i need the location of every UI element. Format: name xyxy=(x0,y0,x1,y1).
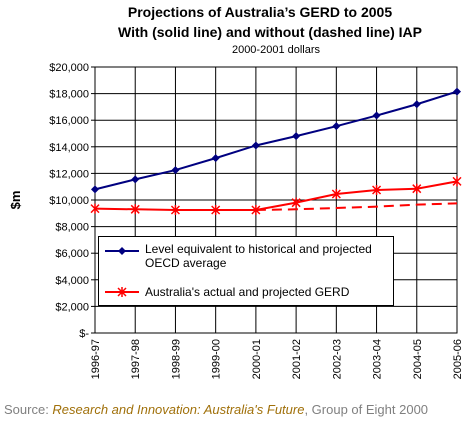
source-suffix: , Group of Eight 2000 xyxy=(304,402,429,417)
y-tick-label: $10,000 xyxy=(49,195,89,207)
x-tick-label: 2003-04 xyxy=(372,339,384,379)
y-tick-label: $14,000 xyxy=(49,142,89,154)
x-tick-label: 2002-03 xyxy=(331,339,343,379)
marker xyxy=(170,204,180,215)
y-tick-label: $12,000 xyxy=(49,168,89,180)
legend: Level equivalent to historical and proje… xyxy=(98,236,394,306)
legend-label: Australia's actual and projected GERD xyxy=(145,285,350,299)
marker xyxy=(90,203,100,214)
x-tick-label: 2005-06 xyxy=(452,339,464,379)
y-tick-label: $16,000 xyxy=(49,115,89,127)
y-tick-label: $2,000 xyxy=(55,301,89,313)
y-tick-label: $- xyxy=(79,328,89,340)
marker xyxy=(292,132,301,141)
chart-title: Projections of Australia’s GERD to 2005 xyxy=(128,4,392,20)
marker xyxy=(117,287,127,297)
source-prefix: Source: xyxy=(4,402,53,417)
marker xyxy=(412,100,421,109)
legend-key xyxy=(105,287,139,297)
marker xyxy=(331,189,341,200)
marker xyxy=(372,185,382,196)
series-line xyxy=(94,90,458,191)
y-tick-label: $4,000 xyxy=(55,275,89,287)
marker xyxy=(211,154,220,163)
y-tick-label: $18,000 xyxy=(49,89,89,101)
marker xyxy=(453,87,461,96)
marker xyxy=(332,122,341,131)
legend-label: Level equivalent to historical and proje… xyxy=(145,242,372,270)
x-tick-label: 1996-97 xyxy=(90,339,102,379)
y-tick-label: $20,000 xyxy=(49,62,89,74)
source: Source: Research and Innovation: Austral… xyxy=(4,402,428,417)
marker xyxy=(452,176,462,187)
x-tick-label: 2001-02 xyxy=(291,339,303,379)
marker xyxy=(171,166,180,175)
x-tick-label: 1997-98 xyxy=(130,339,142,379)
series-line xyxy=(94,180,458,211)
marker xyxy=(251,141,260,150)
marker xyxy=(130,204,140,215)
y-tick-label: $8,000 xyxy=(55,222,89,234)
series-line xyxy=(255,202,458,211)
y-tick-label: $6,000 xyxy=(55,248,89,260)
marker xyxy=(91,185,99,194)
marker xyxy=(118,247,126,255)
y-axis-label: $m xyxy=(8,191,23,210)
legend-key xyxy=(105,247,139,255)
x-tick-label: 1998-99 xyxy=(170,339,182,379)
marker xyxy=(131,175,140,184)
chart-note: 2000-2001 dollars xyxy=(232,44,321,56)
chart-subtitle: With (solid line) and without (dashed li… xyxy=(118,24,422,40)
x-tick-label: 2004-05 xyxy=(412,339,424,379)
x-tick-label: 1999-00 xyxy=(211,339,223,379)
x-tick-label: 2000-01 xyxy=(251,339,263,379)
marker xyxy=(372,111,381,120)
source-title: Research and Innovation: Australia's Fut… xyxy=(52,402,305,417)
marker xyxy=(412,183,422,194)
marker xyxy=(211,204,221,215)
marker xyxy=(291,197,301,208)
